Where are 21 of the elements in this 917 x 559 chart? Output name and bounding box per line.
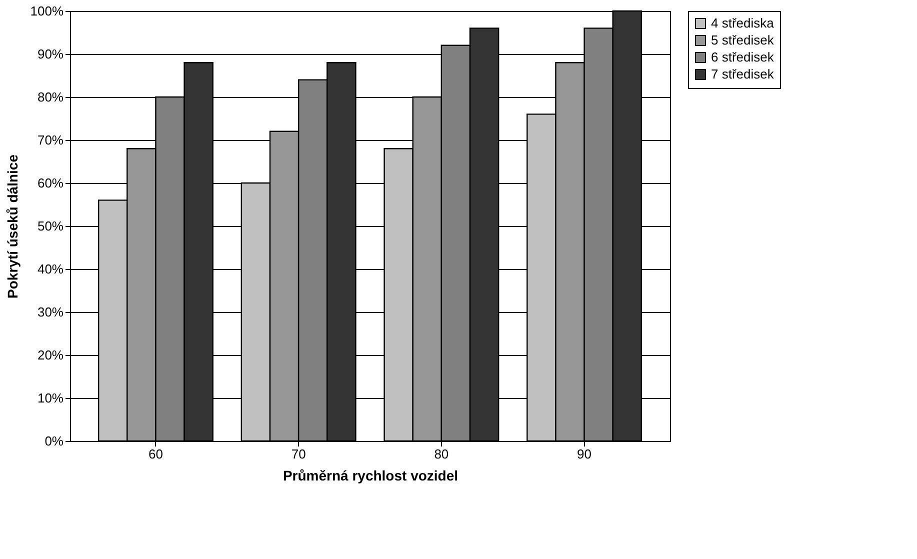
legend-label: 5 středisek [711, 32, 774, 48]
y-tick-label: 40% [37, 262, 64, 276]
legend-label: 7 středisek [711, 66, 774, 82]
legend-label: 4 střediska [711, 16, 775, 30]
x-tick-label: 60 [148, 446, 163, 462]
x-axis-title: Průměrná rychlost vozidel [282, 468, 458, 484]
y-tick-label: 30% [37, 304, 64, 320]
x-tick-label: 70 [291, 446, 306, 462]
x-tick-label: 90 [577, 446, 592, 462]
y-axis-title: Pokrytí úseků dálnice [4, 154, 20, 298]
y-tick-label: 0% [44, 434, 64, 448]
y-tick-label: 50% [37, 218, 64, 234]
y-tick-label: 100% [30, 4, 64, 18]
y-tick-label: 70% [37, 132, 64, 148]
y-tick-label: 10% [37, 390, 64, 406]
x-tick-label: 80 [434, 446, 449, 462]
y-tick-label: 90% [37, 46, 64, 62]
legend-label: 6 středisek [711, 50, 774, 64]
y-tick-label: 60% [37, 176, 64, 190]
y-tick-label: 80% [37, 90, 64, 104]
y-tick-label: 20% [37, 348, 64, 362]
